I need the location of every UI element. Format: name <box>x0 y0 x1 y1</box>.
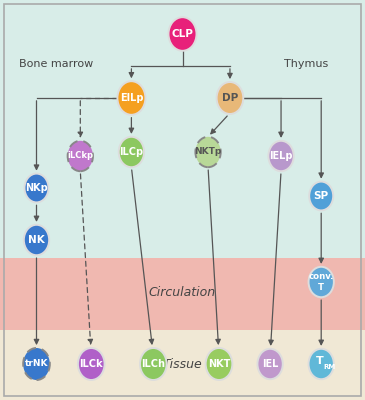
Ellipse shape <box>78 348 105 380</box>
Text: ILCh: ILCh <box>141 359 165 369</box>
Ellipse shape <box>308 267 334 297</box>
Text: iLCkp: iLCkp <box>67 152 93 160</box>
Text: IELp: IELp <box>269 151 293 161</box>
Ellipse shape <box>257 349 283 379</box>
Ellipse shape <box>195 137 221 167</box>
Text: NKTp: NKTp <box>195 148 222 156</box>
Ellipse shape <box>23 348 50 380</box>
Text: ILCk: ILCk <box>80 359 103 369</box>
Text: CLP: CLP <box>172 29 193 39</box>
Ellipse shape <box>140 348 166 380</box>
Text: trNK: trNK <box>25 360 48 368</box>
Text: Thymus: Thymus <box>284 59 329 69</box>
Text: SP: SP <box>314 191 329 201</box>
Ellipse shape <box>24 174 49 202</box>
Text: Tissue: Tissue <box>163 358 202 370</box>
Ellipse shape <box>308 349 334 379</box>
Ellipse shape <box>309 182 333 210</box>
Ellipse shape <box>206 348 232 380</box>
Text: DP: DP <box>222 93 238 103</box>
Text: NK: NK <box>28 235 45 245</box>
Bar <box>0 330 365 400</box>
Ellipse shape <box>24 225 49 255</box>
Text: RM: RM <box>323 364 335 370</box>
Ellipse shape <box>268 141 294 171</box>
Text: Circulation: Circulation <box>149 286 216 298</box>
Ellipse shape <box>68 141 93 171</box>
Text: IEL: IEL <box>262 359 278 369</box>
Text: NKT: NKT <box>208 359 230 369</box>
Text: conv.
T: conv. T <box>308 272 334 292</box>
Ellipse shape <box>169 17 196 51</box>
Text: Bone marrow: Bone marrow <box>19 59 94 69</box>
Ellipse shape <box>118 81 145 115</box>
Text: ILCp: ILCp <box>119 147 143 157</box>
Text: T: T <box>315 356 323 366</box>
Ellipse shape <box>119 137 144 167</box>
Bar <box>0 258 365 330</box>
Text: EILp: EILp <box>120 93 143 103</box>
Ellipse shape <box>217 82 243 114</box>
Bar <box>0 0 365 258</box>
Text: NKp: NKp <box>25 183 48 193</box>
